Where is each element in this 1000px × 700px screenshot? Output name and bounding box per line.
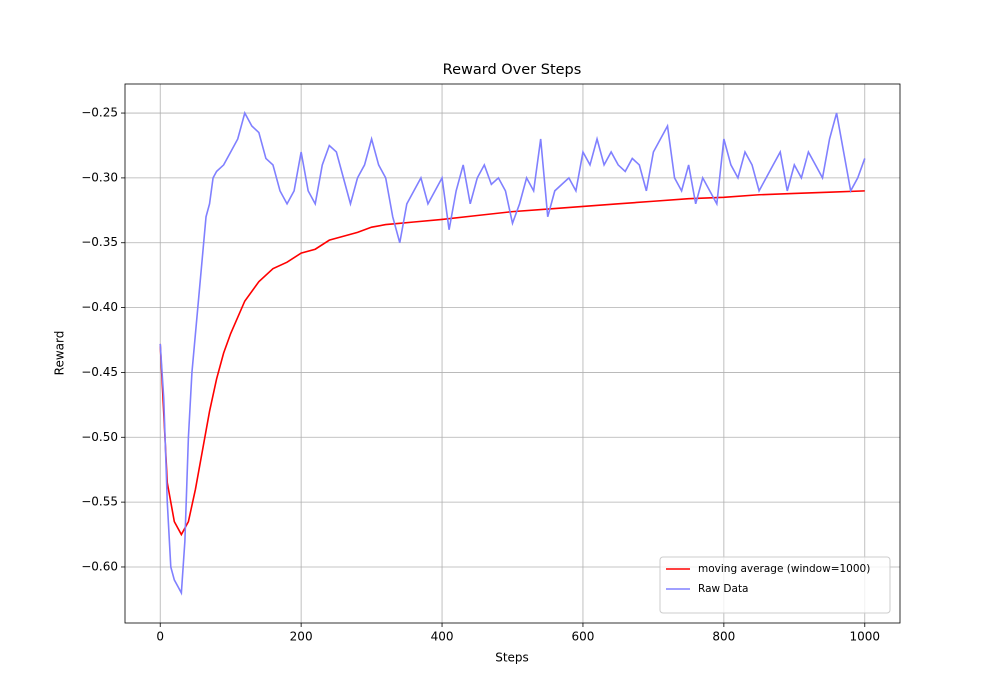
x-tick-label: 400 xyxy=(431,630,454,644)
legend-box xyxy=(659,556,891,614)
x-tick-label: 600 xyxy=(572,630,595,644)
x-tick-label: 0 xyxy=(156,630,164,644)
x-tick-label: 200 xyxy=(290,630,313,644)
x-tick-label: 1000 xyxy=(849,630,880,644)
data-line xyxy=(159,110,866,596)
data-line xyxy=(159,190,865,537)
y-tick-label: −0.35 xyxy=(81,235,118,249)
y-tick-label: −0.30 xyxy=(81,170,118,184)
grid xyxy=(125,84,900,623)
x-tick-label: 800 xyxy=(712,630,735,644)
y-tick-label: −0.55 xyxy=(81,495,118,509)
legend-label: Raw Data xyxy=(698,583,749,595)
legend: moving average (window=1000) Raw Data xyxy=(659,556,891,614)
axes-frame xyxy=(124,83,901,624)
x-axis-label: Steps xyxy=(495,651,529,665)
y-tick-label: −0.40 xyxy=(81,300,118,314)
y-tick-label: −0.45 xyxy=(81,365,118,379)
y-tick-label: −0.60 xyxy=(81,559,118,573)
plot-area xyxy=(159,110,866,596)
legend-label: moving average (window=1000) xyxy=(698,563,870,575)
y-tick-label: −0.25 xyxy=(81,106,118,120)
y-tick-label: −0.50 xyxy=(81,430,118,444)
y-axis-label: Reward xyxy=(53,331,67,376)
ticks: 0 200 400 600 800 1000 −0.60 −0.55 −0.50 −0.45 −0.… xyxy=(81,106,880,644)
chart-title: Reward Over Steps xyxy=(443,62,582,78)
